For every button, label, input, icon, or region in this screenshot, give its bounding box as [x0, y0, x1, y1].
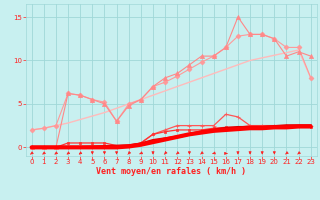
X-axis label: Vent moyen/en rafales ( km/h ): Vent moyen/en rafales ( km/h ): [96, 167, 246, 176]
